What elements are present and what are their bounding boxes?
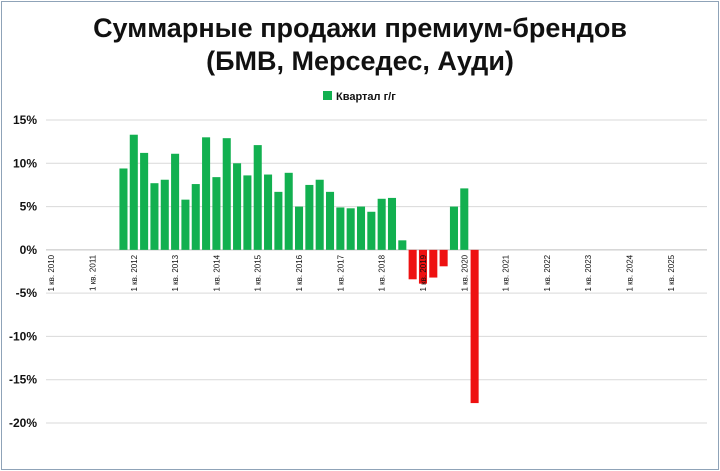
x-tick-label: 1 кв. 2016 (295, 254, 304, 291)
y-tick-label: -5% (16, 286, 38, 300)
y-tick-label: 10% (13, 156, 37, 170)
bar (346, 208, 355, 250)
bar (284, 172, 293, 250)
x-tick-label: 1 кв. 2021 (502, 254, 511, 291)
bar (367, 211, 376, 250)
legend-label: Квартал г/г (336, 91, 396, 103)
bar (439, 249, 448, 267)
bar (233, 163, 242, 250)
bar (408, 249, 417, 280)
bar (325, 191, 335, 250)
x-tick-label: 1 кв. 2011 (88, 254, 97, 291)
y-tick-label: 0% (20, 243, 38, 257)
x-tick-label: 1 кв. 2017 (336, 254, 345, 291)
bar (140, 152, 149, 250)
x-tick-label: 1 кв. 2012 (130, 254, 139, 291)
x-tick-label: 1 кв. 2020 (460, 254, 469, 291)
x-tick-label: 1 кв. 2019 (419, 254, 428, 291)
bar (243, 175, 252, 250)
x-tick-label: 1 кв. 2025 (667, 254, 676, 291)
bar (150, 183, 159, 250)
bar (418, 249, 428, 284)
y-tick-label: 15% (13, 113, 37, 127)
bar (387, 197, 397, 250)
y-tick-label: -20% (9, 416, 37, 430)
bar (429, 249, 438, 278)
bar (191, 184, 200, 250)
bar (449, 206, 458, 250)
y-tick-label: 5% (20, 200, 38, 214)
bar (119, 168, 128, 250)
bar (129, 134, 138, 250)
x-axis-ticks: 1 кв. 2010 1 кв. 2011 1 кв. 2012 1 кв. 2013… (47, 254, 676, 291)
bar (202, 137, 211, 250)
bar (264, 174, 273, 250)
bar (336, 207, 345, 250)
x-tick-label: 1 кв. 2023 (584, 254, 593, 291)
chart-title-line-2: (БМВ, Мерседес, Ауди) (206, 46, 514, 76)
y-tick-label: -10% (9, 329, 37, 343)
bar (160, 179, 169, 250)
bar (470, 249, 479, 404)
bar (315, 179, 324, 250)
bar (274, 191, 283, 250)
bar (171, 153, 180, 250)
bar (377, 198, 386, 250)
bar (305, 184, 314, 250)
y-axis-ticks: 15% 10% 5% 0% -5% -10% -15% -20% (9, 113, 37, 430)
bar (356, 206, 366, 250)
y-tick-label: -15% (9, 373, 37, 387)
bar (295, 206, 304, 250)
x-tick-label: 1 кв. 2022 (543, 254, 552, 291)
bar (212, 177, 221, 250)
x-tick-label: 1 кв. 2018 (378, 254, 387, 291)
chart-title-line-1: Суммарные продажи премиум-брендов (93, 13, 627, 43)
x-tick-label: 1 кв. 2013 (171, 254, 180, 291)
bar (181, 199, 190, 250)
bars (119, 134, 479, 404)
legend-swatch (323, 91, 332, 100)
bar (253, 145, 262, 250)
x-tick-label: 1 кв. 2014 (212, 254, 221, 291)
x-tick-label: 1 кв. 2010 (47, 254, 56, 291)
bar (398, 240, 407, 250)
bar (222, 138, 231, 250)
bar (460, 188, 469, 250)
x-tick-label: 1 кв. 2015 (254, 254, 263, 291)
x-tick-label: 1 кв. 2024 (626, 254, 635, 291)
